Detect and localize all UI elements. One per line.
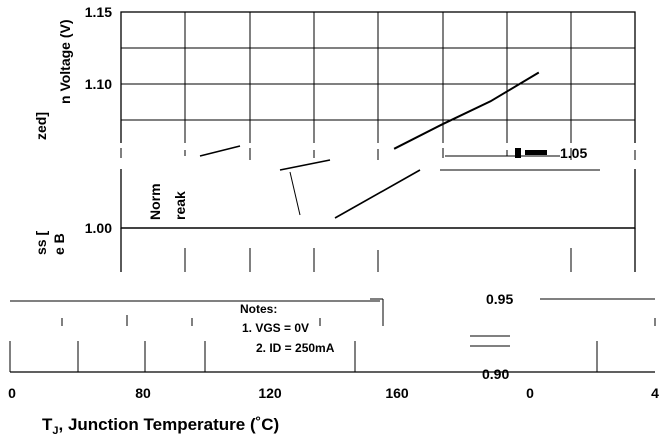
x-axis-label: TJ, Junction Temperature (˚C) — [42, 415, 279, 437]
breakdown-label-fragment: reak — [172, 191, 188, 220]
vertical-gridlines — [184, 12, 572, 150]
series-layer — [393, 71, 540, 150]
x-tick-label: 0 — [526, 385, 534, 401]
y-axis-label-fragment: ss [ — [33, 231, 49, 255]
x-tick-labels: 0 80 120 160 0 4 — [8, 385, 659, 401]
y-axis-label-fragment: zed] — [33, 112, 49, 140]
notes-box: Notes: 1. VGS = 0V 2. ID = 250mA — [240, 302, 335, 355]
x-tick-label: 80 — [135, 385, 151, 401]
note-2: 2. ID = 250mA — [256, 341, 335, 355]
lower-tick-label: 0.90 — [482, 366, 509, 382]
normalized-label-fragment: Norm — [147, 183, 163, 220]
y-axis-label-fragment: e B — [51, 233, 67, 255]
y-tick-label: 1.15 — [85, 4, 112, 20]
y-axis-label: n Voltage (V) — [57, 19, 73, 104]
plot-area-upper — [120, 11, 636, 229]
x-tick-label: 120 — [258, 385, 282, 401]
y-tick-labels: 1.15 1.10 1.00 — [85, 4, 112, 236]
x-tick-label: 4 — [651, 385, 659, 401]
series-line-0 — [393, 71, 540, 150]
y-tick-label: 1.00 — [85, 220, 112, 236]
notes-title: Notes: — [240, 302, 277, 316]
x-tick-label: 0 — [8, 385, 16, 401]
bottom-grid-region — [9, 298, 656, 373]
fragment-value-label: 1.05 — [560, 145, 587, 161]
y-tick-label: 1.10 — [85, 76, 112, 92]
horizontal-gridlines — [121, 47, 635, 121]
plot-area-lower — [120, 227, 636, 272]
lower-tick-label: 0.95 — [486, 291, 513, 307]
x-tick-label: 160 — [385, 385, 409, 401]
glitch-fragments: 1.05 — [0, 143, 666, 219]
note-1: 1. VGS = 0V — [242, 321, 309, 335]
